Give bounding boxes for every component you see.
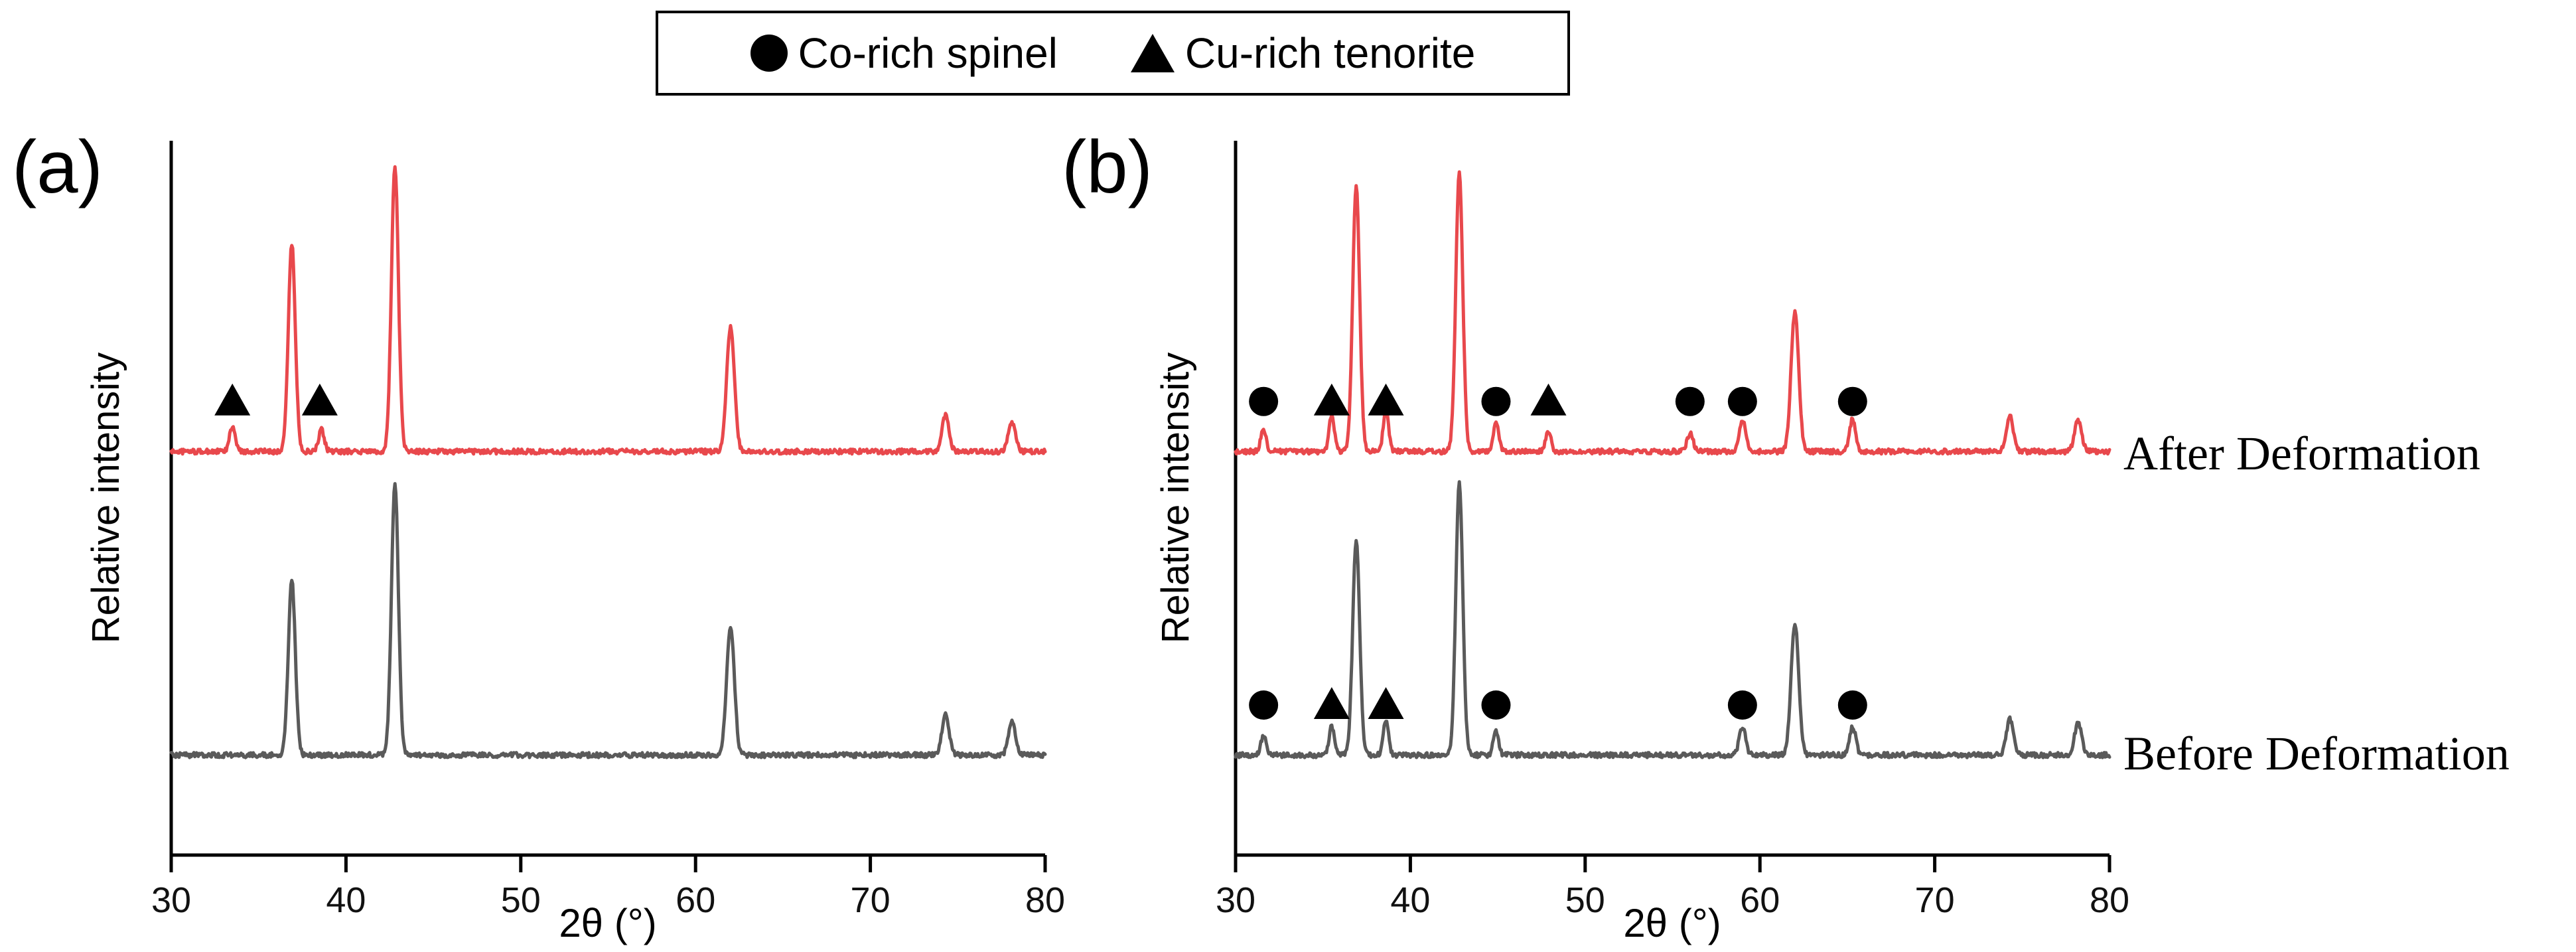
x-tick-label: 80 — [2090, 880, 2129, 920]
xrd-trace-before — [169, 482, 1047, 759]
cu-rich-tenorite-marker-icon — [1368, 383, 1404, 416]
filled-triangle-icon — [1130, 34, 1175, 72]
x-tick-label: 40 — [326, 880, 366, 920]
filled-circle-icon — [750, 35, 788, 72]
panel-a-plot: 30 40 50 60 70 80 — [151, 141, 1065, 920]
panel-a-tag: (a) — [12, 125, 103, 208]
co-rich-spinel-marker-icon — [1249, 690, 1279, 720]
xrd-trace-after — [169, 165, 1047, 456]
legend-item-co-rich-spinel: Co-rich spinel — [750, 29, 1058, 78]
legend-label-cu-rich-tenorite: Cu-rich tenorite — [1184, 29, 1476, 77]
co-rich-spinel-marker-icon — [1837, 690, 1867, 720]
cu-rich-tenorite-marker-icon — [1313, 687, 1350, 720]
co-rich-spinel-marker-icon — [1481, 386, 1511, 416]
panel-b-plot: 30 40 50 60 70 80 — [1216, 141, 2129, 920]
xrd-trace-before — [1234, 480, 2111, 759]
x-tick-label: 40 — [1390, 880, 1430, 920]
cu-rich-tenorite-marker-icon — [301, 383, 338, 416]
legend: Co-rich spinel Cu-rich tenorite — [656, 11, 1570, 96]
xrd-trace-after — [1234, 170, 2111, 456]
x-tick-label: 50 — [1565, 880, 1605, 920]
x-tick-label: 60 — [1740, 880, 1780, 920]
x-tick-label: 50 — [501, 880, 541, 920]
x-tick-label: 70 — [851, 880, 891, 920]
panel-a-xlabel: 2θ (°) — [559, 901, 657, 945]
panel-a-ylabel: Relative intensity — [84, 352, 127, 644]
x-tick-label: 30 — [151, 880, 191, 920]
cu-rich-tenorite-marker-icon — [1368, 687, 1404, 720]
cu-rich-tenorite-marker-icon — [1530, 383, 1567, 416]
panel-b-xlabel: 2θ (°) — [1623, 901, 1721, 945]
co-rich-spinel-marker-icon — [1727, 690, 1757, 720]
x-tick-label: 60 — [676, 880, 715, 920]
legend-item-cu-rich-tenorite: Cu-rich tenorite — [1130, 29, 1476, 78]
co-rich-spinel-marker-icon — [1675, 386, 1705, 416]
x-tick-label: 80 — [1025, 880, 1065, 920]
co-rich-spinel-marker-icon — [1249, 386, 1279, 416]
cu-rich-tenorite-marker-icon — [214, 383, 251, 416]
x-tick-label: 70 — [1915, 880, 1955, 920]
co-rich-spinel-marker-icon — [1481, 690, 1511, 720]
co-rich-spinel-marker-icon — [1837, 386, 1867, 416]
x-tick-label: 30 — [1216, 880, 1255, 920]
after-deformation-label: After Deformation — [2123, 427, 2480, 480]
cu-rich-tenorite-marker-icon — [1313, 383, 1350, 416]
panel-b-tag: (b) — [1062, 125, 1153, 208]
co-rich-spinel-marker-icon — [1727, 386, 1757, 416]
before-deformation-label: Before Deformation — [2123, 727, 2510, 780]
legend-label-co-rich-spinel: Co-rich spinel — [798, 29, 1058, 77]
panel-b-ylabel: Relative intensity — [1154, 352, 1197, 644]
